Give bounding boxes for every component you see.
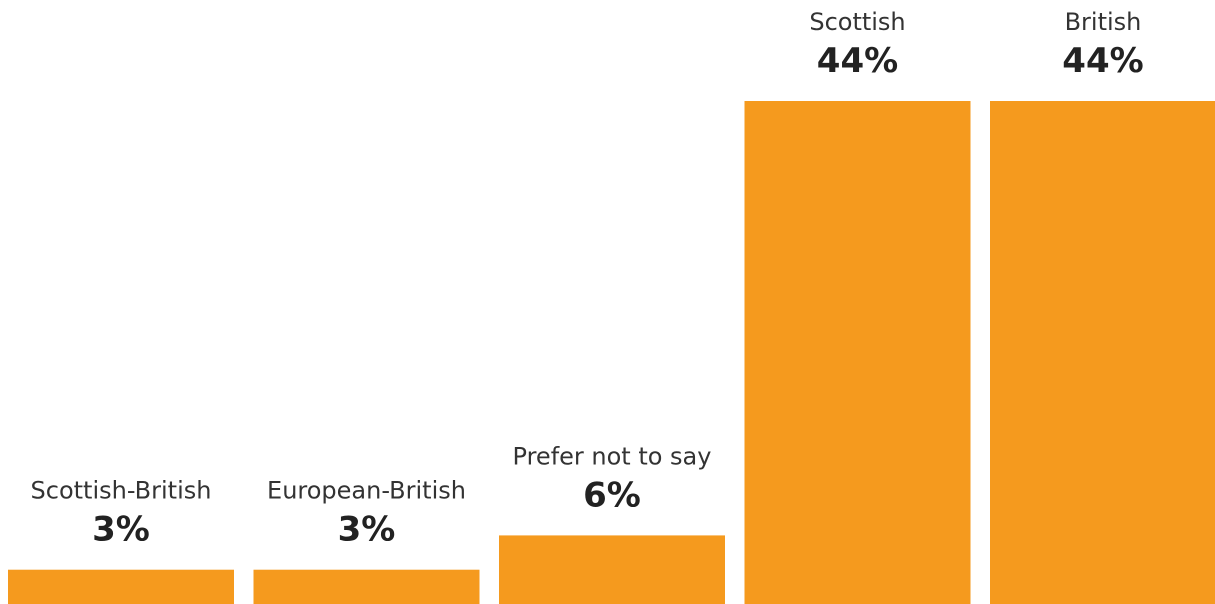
bar-scottish-british [8, 569, 234, 604]
category-label-prefer-not-to-say: Prefer not to say [513, 442, 712, 470]
value-label-scottish: 44% [817, 41, 898, 81]
value-label-scottish-british: 3% [92, 510, 150, 550]
value-label-prefer-not-to-say: 6% [583, 475, 641, 515]
value-label-european-british: 3% [338, 510, 396, 550]
category-label-scottish: Scottish [809, 8, 905, 36]
bar-european-british [253, 569, 480, 604]
bar-scottish [744, 101, 971, 604]
bar-prefer-not-to-say [499, 535, 725, 604]
category-label-scottish-british: Scottish-British [31, 477, 212, 505]
bar-british [990, 101, 1215, 604]
category-label-british: British [1065, 8, 1142, 36]
value-label-british: 44% [1062, 41, 1143, 81]
category-label-european-british: European-British [267, 477, 466, 505]
